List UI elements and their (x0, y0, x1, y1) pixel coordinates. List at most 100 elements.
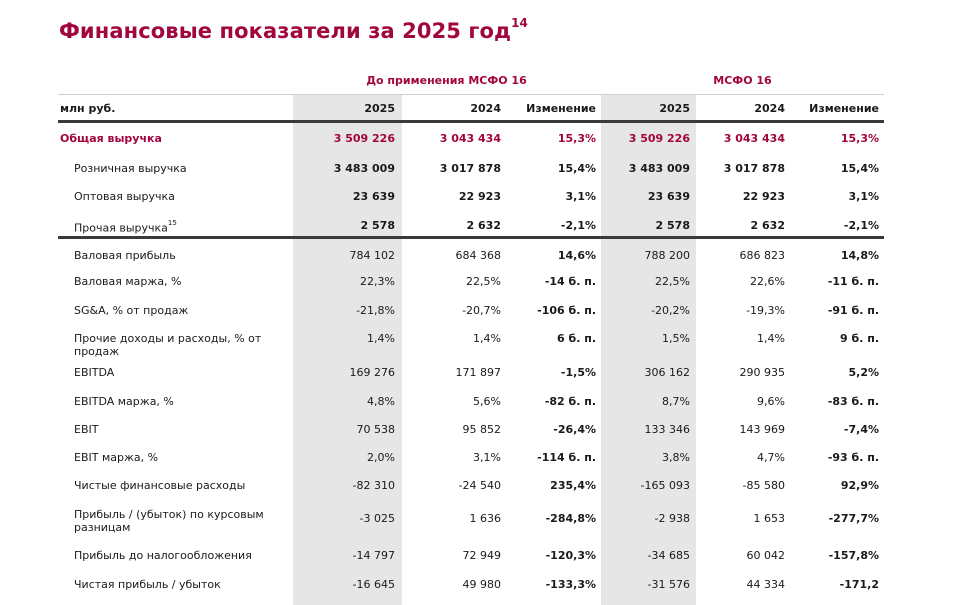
col-header: 2024 (754, 102, 785, 115)
value-cell: 22,5% (466, 275, 501, 288)
group-header-ifrs16: МСФО 16 (713, 74, 772, 87)
value-cell: 4,7% (757, 451, 785, 464)
value-cell: 22,3% (360, 275, 395, 288)
value-cell: 784 102 (349, 249, 396, 262)
value-cell: 9,6% (757, 395, 785, 408)
row-label: Чистая прибыль / убыток (74, 578, 221, 591)
value-cell: -2,1% (560, 219, 596, 232)
value-cell: -2,1% (843, 219, 879, 232)
row-label: Прибыль / (убыток) по курсовым разницам (74, 508, 264, 534)
value-cell: 3,1% (848, 190, 879, 203)
value-cell: 5,2% (848, 366, 879, 379)
value-cell: 2 632 (750, 219, 785, 232)
value-cell: -16 645 (352, 578, 395, 591)
group-header-before-ifrs16: До применения МСФО 16 (366, 74, 527, 87)
value-cell: 8,7% (662, 395, 690, 408)
value-cell: 2,0% (367, 451, 395, 464)
value-cell: -34 685 (647, 549, 690, 562)
row-label: Розничная выручка (74, 162, 187, 175)
value-cell: -171,2 (839, 578, 879, 591)
value-cell: 15,4% (840, 162, 879, 175)
value-cell: 1,5% (662, 332, 690, 345)
value-cell: 3 017 878 (439, 162, 501, 175)
value-cell: 3 043 434 (723, 132, 785, 145)
col-header: 2025 (364, 102, 395, 115)
col-header: Изменение (526, 102, 596, 115)
value-cell: 14,6% (557, 249, 596, 262)
value-cell: -120,3% (545, 549, 596, 562)
value-cell: -114 б. п. (537, 451, 596, 464)
col-header: 2025 (659, 102, 690, 115)
value-cell: 1 653 (753, 512, 786, 525)
value-cell: -82 310 (352, 479, 395, 492)
shaded-column-2025-ifrs (601, 95, 696, 605)
value-cell: 1 636 (469, 512, 502, 525)
value-cell: 788 200 (644, 249, 691, 262)
value-cell: 3,1% (473, 451, 501, 464)
value-cell: -14 797 (352, 549, 395, 562)
value-cell: 169 276 (349, 366, 396, 379)
value-cell: -31 576 (647, 578, 690, 591)
row-label: Прочая выручка15 (74, 219, 177, 235)
value-cell: 686 823 (739, 249, 786, 262)
row-label: Оптовая выручка (74, 190, 175, 203)
value-cell: 95 852 (462, 423, 502, 436)
value-cell: 22 923 (742, 190, 785, 203)
value-cell: -24 540 (458, 479, 501, 492)
row-label: Общая выручка (60, 132, 162, 145)
value-cell: 22,5% (655, 275, 690, 288)
value-cell: -82 б. п. (544, 395, 596, 408)
value-cell: -20,2% (651, 304, 690, 317)
value-cell: 171 897 (455, 366, 502, 379)
value-cell: -106 б. п. (537, 304, 596, 317)
row-label: Валовая прибыль (74, 249, 176, 262)
value-cell: -19,3% (746, 304, 785, 317)
value-cell: -11 б. п. (827, 275, 879, 288)
value-cell: 3,8% (662, 451, 690, 464)
value-cell: -1,5% (560, 366, 596, 379)
value-cell: 22,6% (750, 275, 785, 288)
row-label: Прибыль до налогообложения (74, 549, 252, 562)
shaded-column-2025 (293, 95, 402, 605)
label-footnote: 15 (167, 219, 177, 227)
value-cell: 15,4% (557, 162, 596, 175)
value-cell: -26,4% (553, 423, 596, 436)
value-cell: -20,7% (462, 304, 501, 317)
value-cell: 23 639 (647, 190, 690, 203)
value-cell: 3 509 226 (628, 132, 690, 145)
value-cell: 72 949 (462, 549, 502, 562)
row-label: Чистые финансовые расходы (74, 479, 246, 492)
value-cell: 3 017 878 (723, 162, 785, 175)
value-cell: 2 632 (466, 219, 501, 232)
value-cell: -157,8% (828, 549, 879, 562)
row-label: Валовая маржа, % (74, 275, 182, 288)
row-label: EBIT маржа, % (74, 451, 159, 464)
value-cell: -165 093 (640, 479, 690, 492)
title-footnote: 14 (511, 16, 528, 30)
value-cell: 44 334 (746, 578, 786, 591)
value-cell: -7,4% (843, 423, 879, 436)
value-cell: -284,8% (545, 512, 596, 525)
col-header: 2024 (470, 102, 501, 115)
value-cell: 3 043 434 (439, 132, 501, 145)
value-cell: 2 578 (360, 219, 395, 232)
section-rule (58, 236, 884, 239)
value-cell: 1,4% (757, 332, 785, 345)
value-cell: -85 580 (742, 479, 785, 492)
value-cell: 9 б. п. (840, 332, 879, 345)
value-cell: -83 б. п. (827, 395, 879, 408)
value-cell: 1,4% (367, 332, 395, 345)
value-cell: 70 538 (356, 423, 396, 436)
value-cell: 15,3% (840, 132, 879, 145)
value-cell: 143 969 (739, 423, 786, 436)
page-title: Финансовые показатели за 2025 год14 (59, 16, 528, 43)
value-cell: 684 368 (455, 249, 502, 262)
group-header-divider (58, 94, 884, 95)
value-cell: 133 346 (644, 423, 691, 436)
value-cell: 290 935 (739, 366, 786, 379)
value-cell: -93 б. п. (827, 451, 879, 464)
value-cell: -3 025 (359, 512, 395, 525)
value-cell: 306 162 (644, 366, 691, 379)
value-cell: 3 483 009 (333, 162, 395, 175)
value-cell: 235,4% (550, 479, 596, 492)
